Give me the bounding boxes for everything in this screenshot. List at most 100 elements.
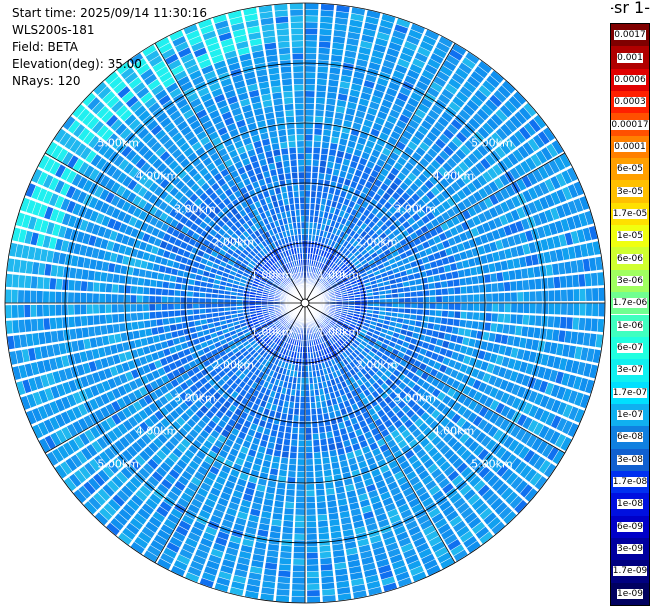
range-gate: [389, 382, 398, 391]
range-gate: [340, 326, 347, 332]
range-gate: [335, 348, 342, 355]
range-gate: [362, 445, 371, 454]
range-gate: [403, 40, 418, 51]
range-gate: [293, 546, 305, 553]
range-gate: [360, 272, 368, 278]
range-gate: [18, 305, 25, 319]
range-gate: [242, 249, 249, 256]
range-gate: [115, 185, 126, 197]
range-gate: [328, 261, 334, 268]
range-gate: [358, 493, 369, 502]
range-gate: [239, 389, 248, 397]
range-gate: [94, 359, 103, 371]
range-gate: [462, 80, 477, 93]
range-gate: [190, 476, 202, 487]
range-gate: [483, 384, 493, 396]
range-gate: [585, 303, 592, 316]
range-gate: [397, 287, 404, 293]
range-gate: [67, 120, 81, 135]
range-gate: [328, 278, 334, 284]
range-gate: [532, 213, 542, 226]
range-gate: [442, 59, 457, 72]
range-gate: [332, 168, 340, 176]
range-gate: [120, 265, 128, 275]
range-gate: [288, 350, 293, 357]
range-gate: [528, 404, 539, 418]
range-gate: [164, 215, 174, 225]
range-gate: [245, 317, 252, 323]
range-gate: [293, 558, 305, 565]
range-gate: [400, 542, 415, 553]
range-gate: [497, 313, 505, 323]
range-gate: [555, 248, 564, 262]
range-gate: [367, 303, 374, 307]
range-gate: [332, 194, 339, 202]
range-gate: [231, 266, 238, 273]
range-gate: [223, 366, 231, 374]
range-gate: [243, 296, 250, 301]
range-gate: [471, 498, 485, 511]
range-gate: [324, 317, 330, 323]
range-gate: [196, 269, 204, 276]
range-gate: [413, 272, 421, 279]
range-gate: [439, 500, 452, 512]
range-gate: [279, 333, 285, 340]
range-gate: [424, 29, 440, 41]
range-gate: [160, 461, 172, 473]
range-gate: [514, 499, 528, 514]
range-gate: [244, 590, 260, 599]
range-gate: [21, 214, 31, 229]
range-gate: [247, 253, 254, 260]
range-gate: [49, 416, 60, 431]
range-gate: [286, 483, 296, 490]
range-gate: [300, 390, 305, 397]
range-gate: [380, 223, 388, 232]
range-gate: [308, 222, 313, 229]
range-gate: [449, 492, 463, 504]
range-gate: [5, 273, 13, 288]
range-gate: [325, 340, 330, 347]
range-gate: [474, 89, 488, 102]
range-gate: [385, 293, 392, 299]
range-gate: [340, 312, 347, 317]
range-gate: [206, 471, 218, 481]
range-gate: [277, 353, 283, 360]
range-gate: [559, 357, 568, 371]
range-gate: [351, 283, 358, 288]
range-gate: [356, 323, 363, 328]
range-gate: [318, 350, 323, 357]
range-gate: [189, 273, 197, 280]
range-gate: [498, 506, 513, 520]
range-gate: [37, 276, 44, 290]
range-gate: [169, 536, 183, 548]
range-gate: [312, 427, 319, 434]
range-gate: [347, 312, 354, 316]
range-gate: [393, 449, 404, 459]
range-gate: [282, 319, 288, 325]
range-gate: [327, 246, 333, 253]
range-gate: [572, 274, 580, 287]
range-gate: [257, 529, 269, 538]
range-gate: [556, 188, 567, 203]
range-gate: [588, 225, 598, 240]
range-gate: [562, 387, 573, 402]
range-gate: [451, 215, 460, 226]
range-gate: [266, 270, 273, 276]
range-gate: [320, 148, 329, 155]
range-gate: [353, 260, 360, 266]
range-gate: [205, 308, 212, 314]
range-gate: [128, 166, 139, 179]
range-gate: [285, 349, 290, 357]
range-gate: [320, 342, 326, 350]
range-gate: [230, 496, 242, 505]
range-gate: [174, 283, 182, 290]
range-gate: [281, 318, 287, 324]
range-gate: [171, 421, 182, 431]
range-gate: [459, 126, 472, 139]
range-gate: [153, 437, 164, 449]
range-gate: [334, 435, 343, 443]
range-gate: [409, 63, 423, 74]
range-gate: [86, 444, 98, 457]
range-gate: [349, 160, 358, 169]
range-gate: [276, 405, 283, 413]
